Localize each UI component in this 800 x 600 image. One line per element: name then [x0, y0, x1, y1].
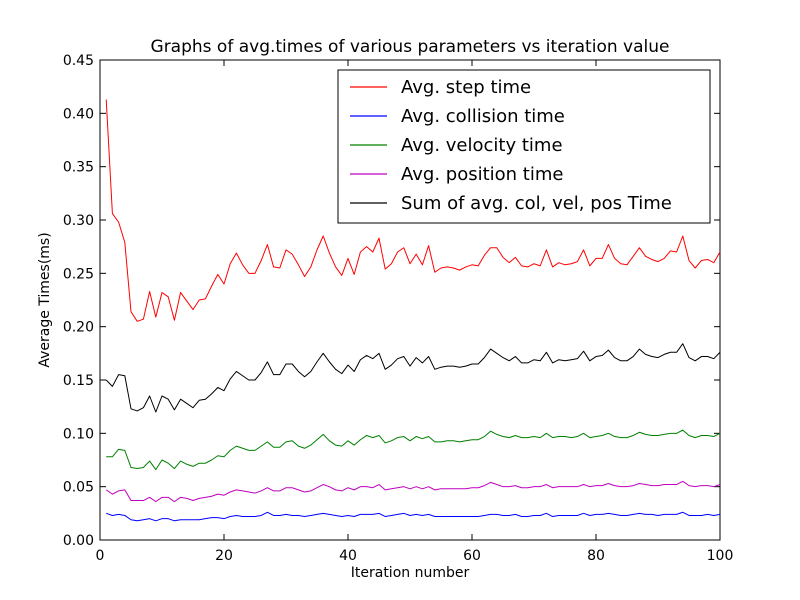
legend-label: Avg. step time [401, 77, 531, 98]
y-tick-label: 0.45 [63, 53, 94, 69]
y-axis-title: Average Times(ms) [37, 232, 53, 367]
y-tick-label: 0.40 [63, 106, 94, 122]
y-tick-label: 0.05 [63, 480, 94, 496]
legend-label: Avg. position time [401, 164, 563, 185]
series-lines [105, 99, 721, 522]
legend-box [337, 69, 711, 224]
y-tick-label: 0.00 [63, 533, 94, 549]
y-tick-label: 0.25 [63, 266, 94, 282]
x-tick-label: 20 [215, 548, 233, 564]
y-tick-label: 0.35 [63, 160, 94, 176]
series-line-1 [105, 99, 721, 322]
series-line-3 [106, 429, 721, 471]
series-line-5 [105, 343, 721, 413]
legend-label: Avg. velocity time [401, 135, 563, 156]
x-tick-label: 0 [96, 548, 105, 564]
x-tick-label: 100 [707, 548, 734, 564]
y-tick-label: 0.10 [63, 426, 94, 442]
series-line-4 [105, 480, 721, 503]
y-tick-label: 0.30 [63, 213, 94, 229]
legend: Avg. step time Avg. collision time Avg. ve… [337, 69, 711, 224]
y-tick-label: 0.15 [63, 373, 94, 389]
y-tick-label: 0.20 [63, 320, 94, 336]
legend-label: Sum of avg. col, vel, pos Time [401, 193, 672, 214]
x-axis: 0 20 40 60 80 100 [96, 60, 734, 564]
x-tick-label: 80 [587, 548, 605, 564]
x-tick-label: 60 [463, 548, 481, 564]
series-line-2 [106, 511, 721, 522]
x-axis-title: Iteration number [351, 565, 470, 581]
x-tick-label: 40 [339, 548, 357, 564]
chart-title: Graphs of avg.times of various parameter… [151, 37, 670, 57]
y-axis: 0.00 0.05 0.10 0.15 0.20 0.25 0.30 0.35 0.40 0.45 [63, 53, 720, 549]
legend-label: Avg. collision time [401, 106, 565, 127]
